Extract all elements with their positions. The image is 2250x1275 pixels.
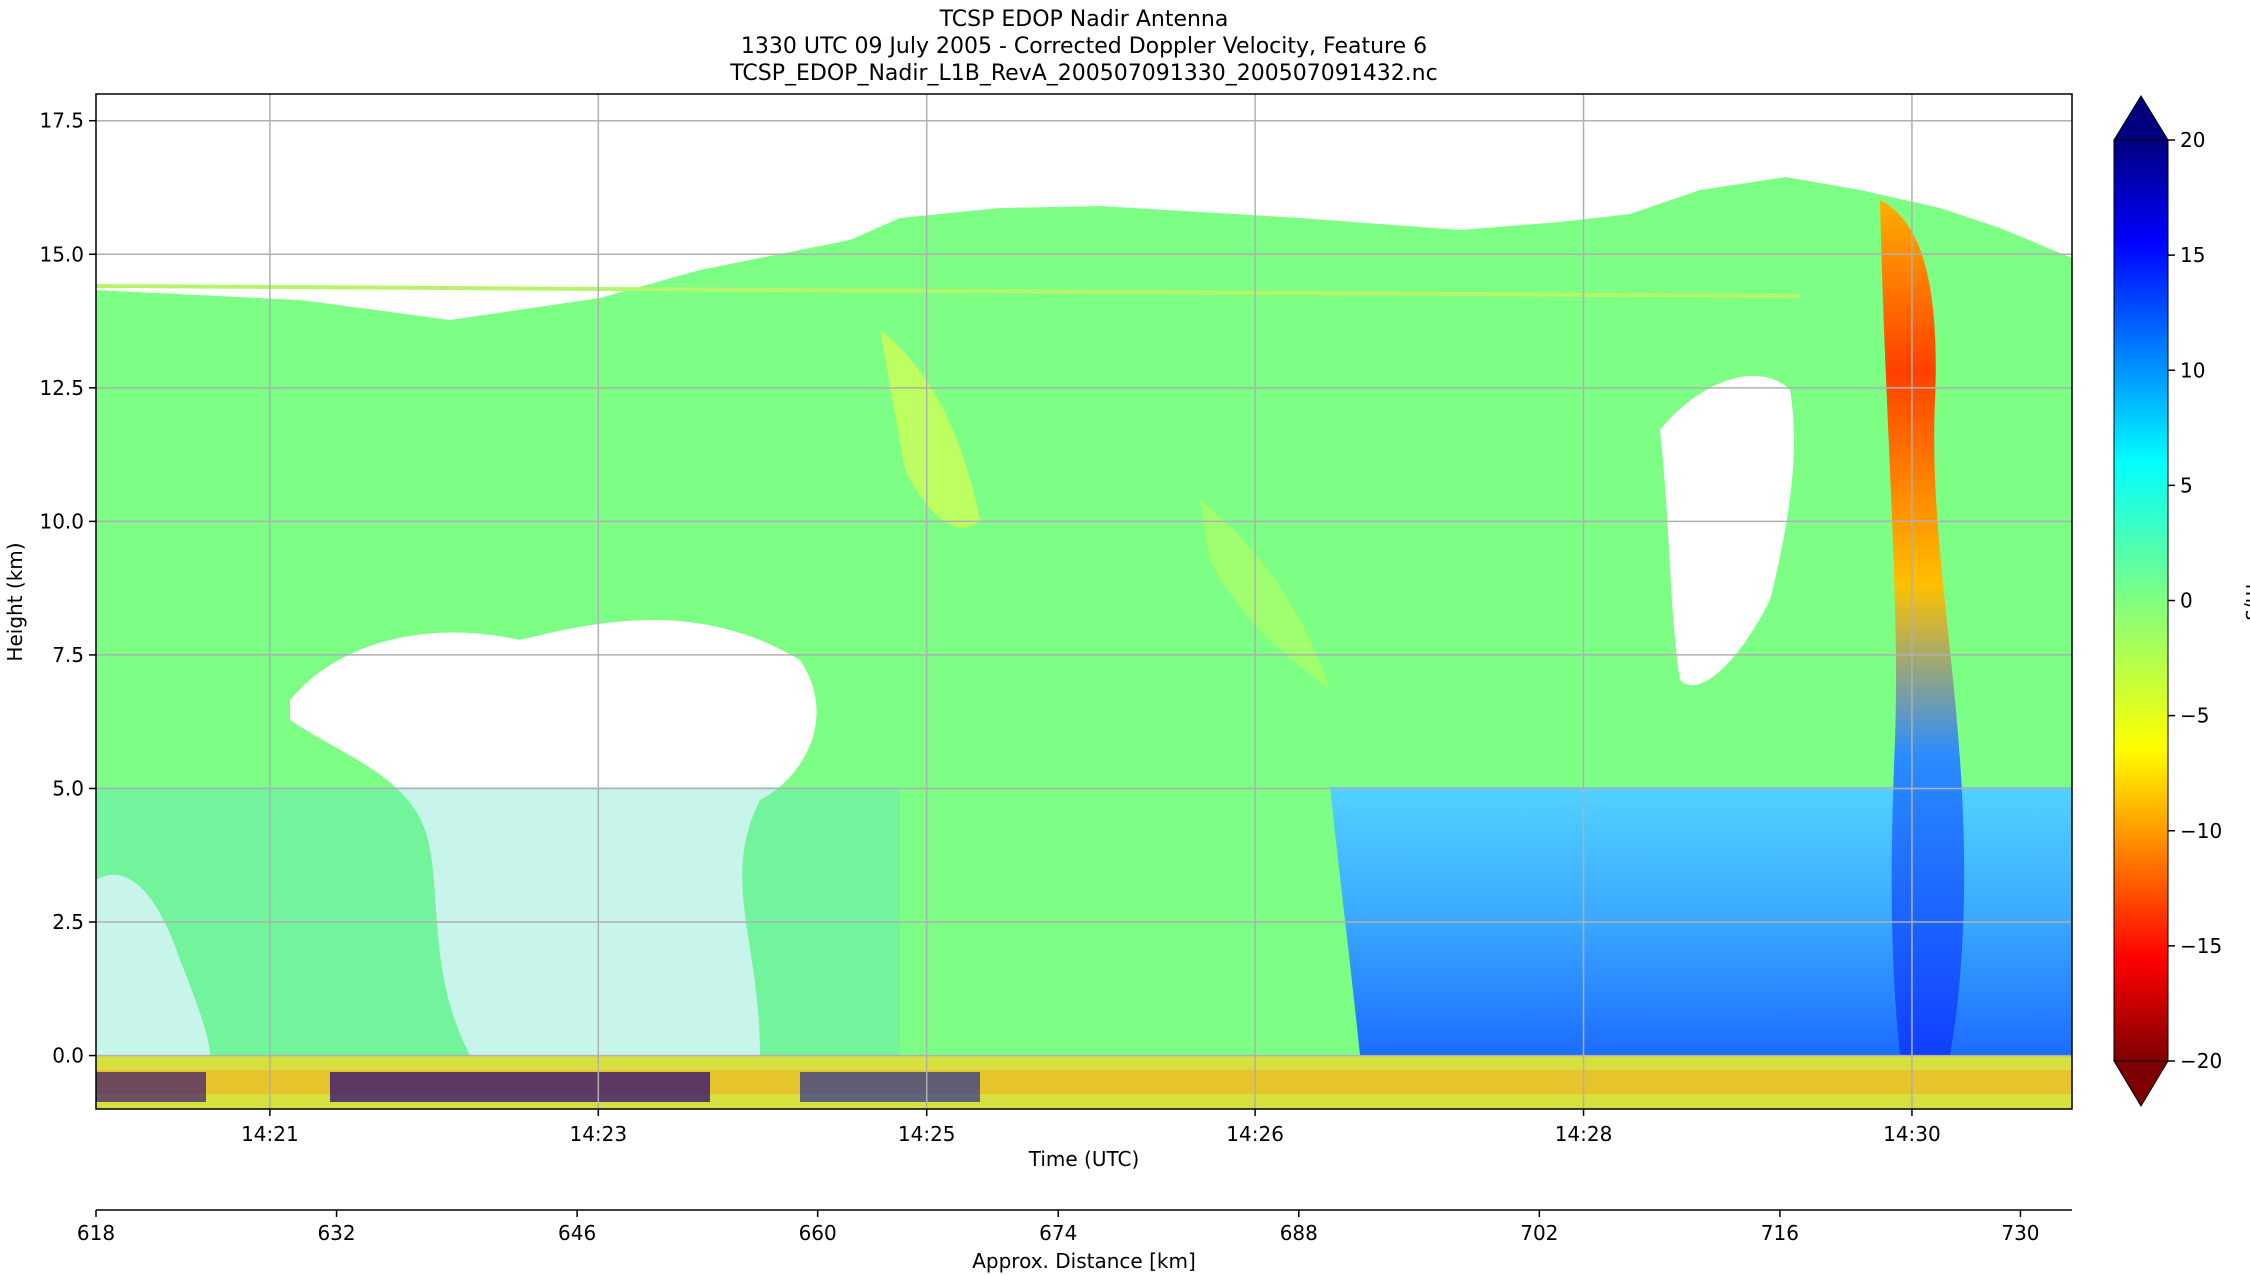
distance-tick-label: 646 [558,1221,596,1245]
colorbar-tick-label: 5 [2180,473,2193,497]
distance-axis-ticks: 618 632 646 660 674 688 702 716 730 [77,1210,2040,1245]
y-tick-label: 5.0 [52,776,84,800]
y-tick-label: 10.0 [39,509,84,533]
distance-tick-label: 632 [317,1221,355,1245]
colorbar-extend-top [2113,95,2169,141]
x-tick-label: 14:28 [1555,1122,1613,1146]
y-axis-label: Height (km) [3,542,27,661]
colorbar-tick-label: 20 [2180,128,2205,152]
colorbar: 20 15 10 5 0 −5 −10 −15 −20 m/s [2113,95,2250,1107]
colorbar-gradient [2113,139,2169,1062]
colorbar-tick-label: −20 [2180,1049,2222,1073]
colorbar-label: m/s [2241,584,2250,621]
colorbar-tick-label: 15 [2180,243,2205,267]
grid-lines [96,94,2072,1109]
x-axis-ticks: 14:21 14:23 14:25 14:26 14:28 14:30 [241,1109,1941,1146]
distance-tick-label: 660 [799,1221,837,1245]
x-tick-label: 14:25 [898,1122,956,1146]
plot-frame [95,93,2073,1110]
colorbar-tick-label: 10 [2180,358,2205,382]
colorbar-ticks: 20 15 10 5 0 −5 −10 −15 −20 [2168,128,2222,1073]
x-tick-label: 14:30 [1883,1122,1941,1146]
y-axis-ticks: 0.0 2.5 5.0 7.5 10.0 12.5 15.0 17.5 [39,109,96,1068]
distance-tick-label: 618 [77,1221,115,1245]
radar-heatmap [96,94,2072,1109]
title-line-2: 1330 UTC 09 July 2005 - Corrected Dopple… [741,34,1427,59]
distance-tick-label: 702 [1520,1221,1558,1245]
y-tick-label: 15.0 [39,242,84,266]
colorbar-tick-label: −15 [2180,934,2222,958]
colorbar-tick-label: −5 [2180,704,2209,728]
colorbar-tick-label: −10 [2180,819,2222,843]
distance-tick-label: 716 [1761,1221,1799,1245]
colorbar-extend-bottom [2113,1060,2169,1107]
y-tick-label: 7.5 [52,643,84,667]
y-tick-label: 17.5 [39,109,84,133]
title-line-3: TCSP_EDOP_Nadir_L1B_RevA_200507091330_20… [729,61,1437,86]
y-tick-label: 2.5 [52,910,84,934]
y-tick-label: 12.5 [39,376,84,400]
x-tick-label: 14:26 [1226,1122,1284,1146]
distance-tick-label: 730 [2001,1221,2039,1245]
colorbar-tick-label: 0 [2180,589,2193,613]
title-line-1: TCSP EDOP Nadir Antenna [939,7,1229,32]
x-tick-label: 14:23 [569,1122,627,1146]
x-axis-label: Time (UTC) [1028,1147,1140,1171]
distance-axis-label: Approx. Distance [km] [972,1249,1196,1273]
distance-tick-label: 674 [1039,1221,1077,1245]
x-tick-label: 14:21 [241,1122,299,1146]
y-tick-label: 0.0 [52,1044,84,1068]
distance-tick-label: 688 [1280,1221,1318,1245]
